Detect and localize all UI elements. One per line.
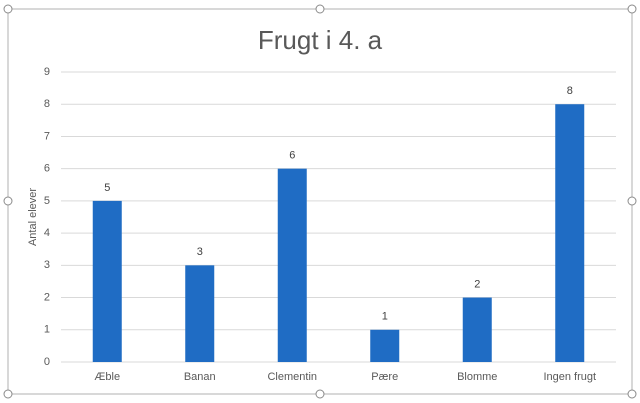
- bar: [92, 200, 122, 362]
- y-tick-label: 5: [44, 195, 50, 207]
- x-tick-label: Banan: [184, 371, 216, 383]
- resize-handle[interactable]: [627, 389, 637, 399]
- resize-handle[interactable]: [315, 4, 325, 14]
- y-tick-label: 4: [44, 227, 50, 239]
- resize-handle[interactable]: [627, 196, 637, 206]
- y-tick-label: 9: [44, 66, 50, 78]
- x-tick-label: Ingen frugt: [543, 371, 596, 383]
- data-label: 2: [474, 278, 480, 290]
- resize-handle[interactable]: [315, 389, 325, 399]
- bar: [462, 297, 492, 362]
- x-tick-label: Blomme: [457, 371, 497, 383]
- bar: [185, 265, 215, 362]
- y-tick-label: 0: [44, 356, 50, 368]
- y-tick-label: 3: [44, 259, 50, 271]
- y-tick-label: 1: [44, 324, 50, 336]
- resize-handle[interactable]: [3, 4, 13, 14]
- y-tick-label: 6: [44, 163, 50, 175]
- data-label: 1: [382, 311, 388, 323]
- x-tick-label: Æble: [94, 371, 120, 383]
- y-axis-title: Antal elever: [27, 188, 39, 246]
- data-label: 5: [104, 182, 110, 194]
- chart-title: Frugt i 4. a: [258, 25, 383, 55]
- x-tick-label: Pære: [371, 371, 398, 383]
- bar: [277, 168, 307, 362]
- bar: [370, 329, 400, 362]
- data-label: 6: [289, 150, 295, 162]
- y-tick-label: 7: [44, 130, 50, 142]
- bar: [555, 104, 585, 362]
- data-label: 3: [197, 246, 203, 258]
- y-tick-label: 2: [44, 291, 50, 303]
- y-tick-label: 8: [44, 98, 50, 110]
- x-tick-label: Clementin: [267, 371, 317, 383]
- resize-handle[interactable]: [627, 4, 637, 14]
- resize-handle[interactable]: [3, 196, 13, 206]
- resize-handle[interactable]: [3, 389, 13, 399]
- data-label: 8: [567, 85, 573, 97]
